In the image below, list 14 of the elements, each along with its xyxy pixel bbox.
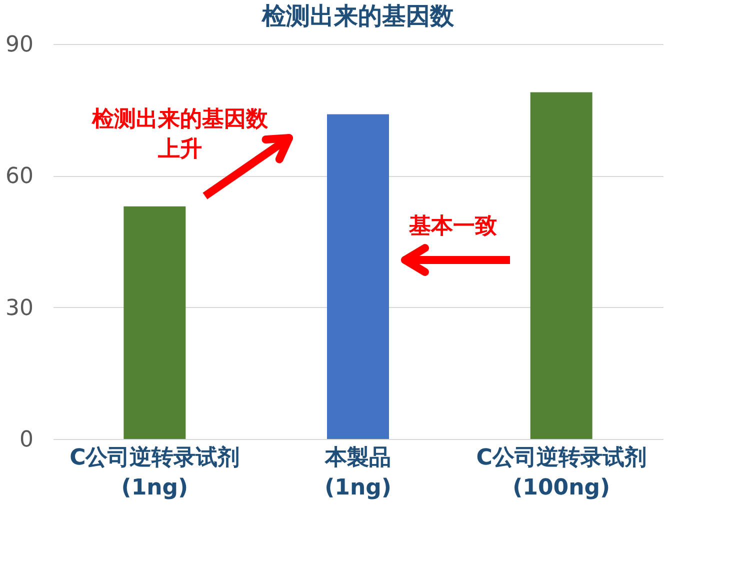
text: 上升 xyxy=(158,137,202,162)
x-tick-label: 本製品 (1ng) xyxy=(324,446,392,500)
bar xyxy=(530,92,592,439)
x-tick-label: C公司逆转录试剂 (100ng) xyxy=(476,444,646,500)
y-tick-label: 90 xyxy=(6,32,34,58)
y-tick-label: 30 xyxy=(6,296,34,321)
y-tick-label: 60 xyxy=(6,164,34,190)
x-tick-label: C公司逆转录试剂 (1ng) xyxy=(70,444,240,500)
bar xyxy=(124,206,186,439)
annotation: 基本一致 xyxy=(408,214,497,239)
text: 检测出来的基因数 xyxy=(91,107,269,132)
y-tick-label: 0 xyxy=(20,428,34,452)
chart-title: 检测出来的基因数 xyxy=(262,2,454,30)
bar xyxy=(327,114,389,439)
